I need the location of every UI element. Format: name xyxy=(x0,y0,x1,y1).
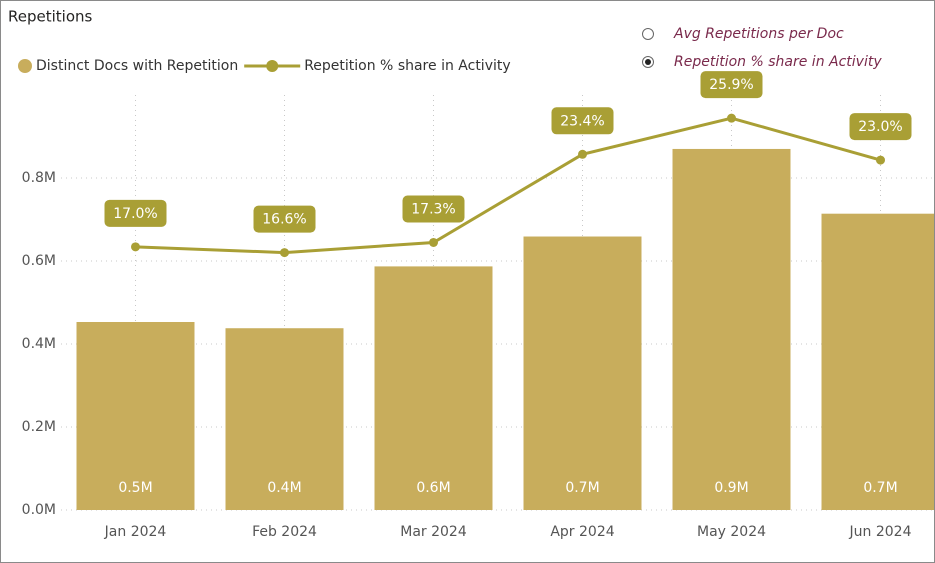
x-tick-label: Mar 2024 xyxy=(400,524,467,540)
y-tick-label: 0.0M xyxy=(22,502,56,518)
data-label-box xyxy=(402,195,465,223)
x-tick-label: Feb 2024 xyxy=(252,524,317,540)
legend-marker xyxy=(266,60,279,72)
legend-swatch xyxy=(18,59,32,73)
line-value-label: 16.6% xyxy=(262,212,306,228)
data-label-box xyxy=(700,71,763,99)
bar xyxy=(821,213,934,510)
line-marker xyxy=(876,155,885,165)
line-value-label: 23.0% xyxy=(858,119,902,135)
line-marker xyxy=(429,237,438,247)
y-tick-label: 0.8M xyxy=(22,170,56,186)
data-label-box xyxy=(253,205,316,233)
radio-label[interactable]: Avg Repetitions per Doc xyxy=(673,26,844,42)
x-tick-label: Apr 2024 xyxy=(550,524,614,540)
bar-value-label: 0.4M xyxy=(267,480,301,496)
legend-label: Distinct Docs with Repetition xyxy=(36,58,238,74)
line-value-label: 25.9% xyxy=(709,77,753,93)
bar-value-label: 0.7M xyxy=(565,480,599,496)
radio-dot xyxy=(645,59,651,65)
data-label-box xyxy=(849,113,912,141)
line-marker xyxy=(280,248,289,258)
line-marker xyxy=(131,242,140,252)
bar xyxy=(672,148,791,510)
line-marker xyxy=(727,113,736,123)
bar xyxy=(523,236,642,510)
x-tick-label: Jun 2024 xyxy=(849,524,912,540)
bar-value-label: 0.6M xyxy=(416,480,450,496)
bar-value-label: 0.9M xyxy=(714,480,748,496)
line-value-label: 23.4% xyxy=(560,113,604,129)
data-label-box xyxy=(551,107,614,135)
x-tick-label: Jan 2024 xyxy=(104,524,167,540)
line xyxy=(135,116,881,255)
y-tick-label: 0.2M xyxy=(22,419,56,435)
bar xyxy=(225,328,344,510)
y-tick-label: 0.4M xyxy=(22,336,56,352)
line-value-label: 17.0% xyxy=(113,206,157,222)
x-tick-label: May 2024 xyxy=(697,524,766,540)
bar xyxy=(374,266,493,510)
radio-button[interactable] xyxy=(642,28,654,40)
bar xyxy=(76,322,195,510)
bar-value-label: 0.7M xyxy=(863,480,897,496)
chart-title: Repetitions xyxy=(8,8,93,26)
radio-label[interactable]: Repetition % share in Activity xyxy=(674,54,882,70)
line-value-label: 17.3% xyxy=(411,201,455,217)
bar-value-label: 0.5M xyxy=(118,480,152,496)
data-label-box xyxy=(104,199,167,227)
y-tick-label: 0.6M xyxy=(22,253,56,269)
line-marker xyxy=(578,149,587,159)
legend-label: Repetition % share in Activity xyxy=(304,58,510,74)
plot-area: Jan 2024 Feb 2024 Mar 2024 Apr 2024 May 2024… xyxy=(61,71,934,540)
